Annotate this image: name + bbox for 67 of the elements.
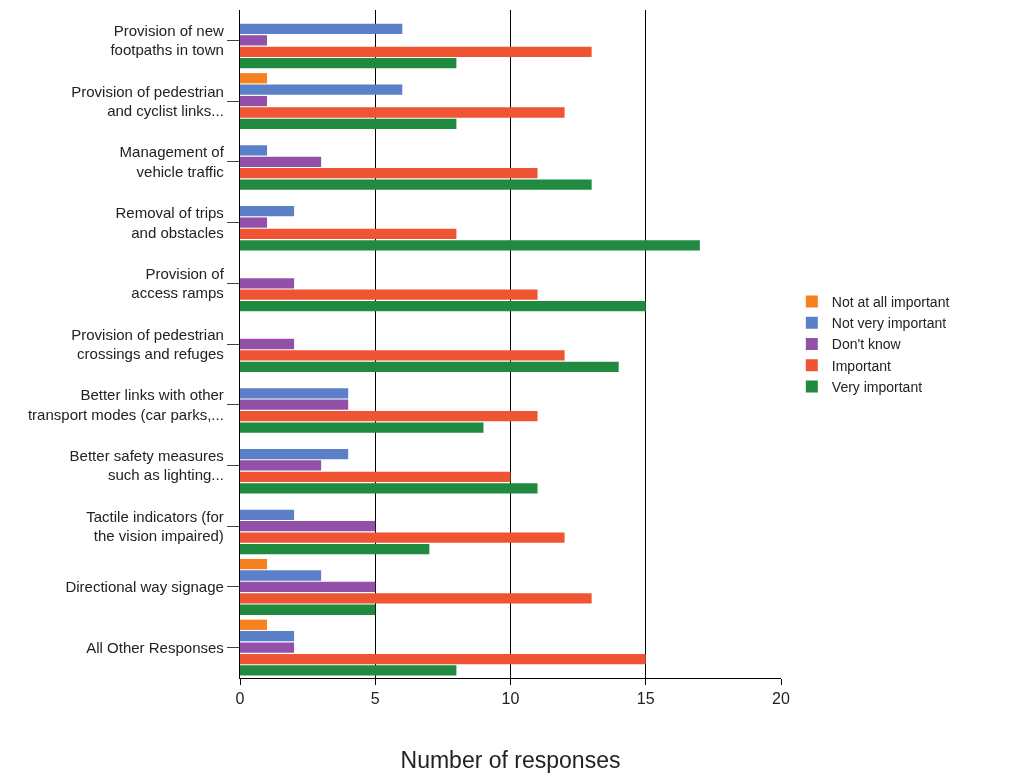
bar [240, 509, 295, 520]
bar [240, 228, 457, 240]
bar [240, 631, 295, 642]
x-axis-title: Number of responses [400, 746, 621, 773]
x-tick-label: 20 [772, 690, 790, 708]
bar [240, 593, 592, 604]
bar [240, 46, 592, 57]
bar [240, 448, 349, 460]
bar [240, 156, 322, 167]
bar [240, 118, 457, 130]
bar [240, 422, 484, 433]
legend-label: Very important [831, 378, 923, 395]
bar [240, 23, 403, 35]
bar [240, 205, 295, 217]
bar [240, 581, 376, 593]
bar [240, 483, 538, 494]
bar [240, 240, 700, 251]
bar [240, 604, 376, 615]
legend-label: Important [831, 357, 892, 374]
x-tick-label: 0 [235, 690, 245, 708]
y-tick-label: Tactile indicators (for the vision impaired) [86, 507, 224, 545]
legend-label: Not at all important [831, 294, 950, 311]
y-tick-label: Provision of pedestrian and cyclist links... [71, 82, 224, 120]
y-tick-label: Provision of new footpaths in town [110, 21, 225, 59]
bar [240, 532, 565, 543]
y-tick-label: Better links with other transport modes (car parks,... [27, 386, 224, 423]
bar [240, 350, 565, 361]
bar [240, 665, 457, 676]
x-tick-label: 5 [370, 690, 380, 708]
bar [240, 145, 268, 156]
bar [240, 642, 295, 653]
bar [240, 300, 646, 312]
y-tick-label: All Other Responses [86, 638, 224, 656]
y-tick-label: Removal of trips and obstacles [115, 204, 224, 241]
y-tick-label: Better safety measures such as lighting... [69, 446, 224, 484]
y-tick-label: Directional way signage [65, 578, 224, 596]
bar [240, 361, 619, 372]
y-tick-label: Provision of pedestrian crossings and refuges [71, 325, 224, 362]
bar [240, 521, 376, 532]
bar [240, 84, 403, 95]
bar [240, 58, 457, 69]
y-tick-label: Management of vehicle traffic [119, 143, 225, 180]
x-tick-label: 15 [636, 690, 655, 708]
bar [240, 278, 295, 289]
bar [240, 95, 268, 107]
bar [240, 217, 268, 228]
bar [240, 653, 646, 665]
bar [240, 107, 565, 118]
bar [240, 558, 268, 570]
bar [240, 179, 592, 190]
legend-label: Don't know [831, 336, 902, 353]
x-tick-label: 10 [501, 690, 520, 708]
bar [240, 168, 538, 179]
y-tick-label: Provision of access ramps [131, 264, 225, 302]
bar [240, 471, 511, 483]
bar [240, 388, 349, 399]
bar [240, 460, 322, 471]
bar [240, 73, 268, 84]
bar [240, 411, 538, 422]
bar [240, 338, 295, 350]
bar [240, 399, 349, 410]
legend-label: Not very important [831, 315, 947, 332]
bar [240, 35, 268, 46]
bar [240, 289, 538, 300]
bar [240, 619, 268, 630]
bar [240, 543, 430, 555]
bar [240, 570, 322, 581]
